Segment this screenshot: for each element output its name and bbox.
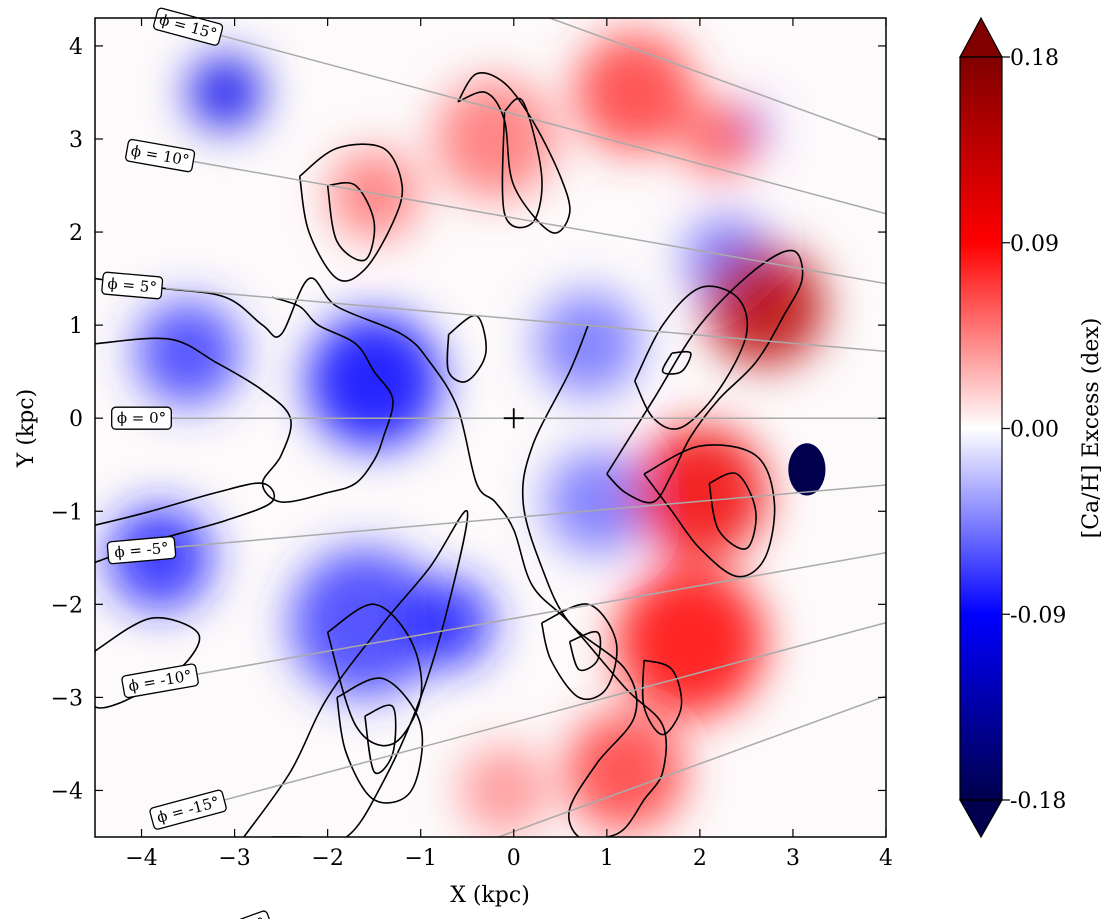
azimuth-line (182, 552, 886, 678)
y-tick-label: −3 (51, 686, 83, 711)
azimuth-line (165, 287, 886, 353)
x-tick-label: 3 (786, 846, 800, 871)
y-tick-label: 4 (69, 35, 83, 60)
colorbar-ticks: 0.18 0.09 0.00 -0.09 -0.18 (1002, 46, 1066, 814)
azimuth-label-box (149, 789, 227, 830)
plot-frame (94, 17, 887, 838)
excess-blob (188, 55, 263, 130)
excess-field-blur (108, 32, 825, 836)
x-tick-label: 2 (693, 846, 707, 871)
sun-marker-cross (503, 408, 524, 429)
excess-blob (705, 246, 825, 367)
excess-blob (136, 300, 241, 406)
azimuth-label-box (111, 406, 172, 430)
excess-blob (459, 745, 550, 836)
x-tick-label: 1 (600, 846, 614, 871)
x-tick-label: −3 (218, 846, 250, 871)
azimuth-label: ϕ = 5° (101, 271, 164, 300)
excess-blob (290, 548, 440, 698)
azimuth-label: ϕ = 0° (111, 406, 172, 430)
colorbar-tick-label: 0.09 (1010, 232, 1059, 257)
y-tick-label: 1 (69, 314, 83, 339)
azimuth-label: ϕ = -20° (196, 910, 274, 919)
excess-blob (681, 101, 756, 177)
azimuth-label-box (121, 663, 199, 699)
y-tick-label: 2 (69, 221, 83, 246)
azimuth-label-text: ϕ = 5° (107, 274, 158, 296)
density-contour (641, 659, 683, 736)
excess-blob (616, 567, 765, 716)
density-contour (364, 704, 397, 775)
y-axis-label: Y (kpc) (14, 389, 39, 468)
azimuth-lines (160, 18, 886, 837)
colorbar-tick-label: 0.18 (1010, 46, 1059, 71)
x-axis-label: X (kpc) (450, 883, 530, 908)
y-tick-label: −1 (51, 500, 83, 525)
density-contour (326, 181, 376, 262)
plot-area: ϕ = 20°ϕ = 15°ϕ = 10°ϕ = 5°ϕ = 0°ϕ = -5°… (51, 7, 893, 919)
density-contour (643, 444, 776, 578)
colorbar-tick-label: 0.00 (1010, 418, 1059, 443)
excess-blob (545, 449, 650, 555)
azimuth-line (210, 32, 886, 215)
excess-blob (307, 314, 442, 448)
axis-ticks: −4 −3 −2 −1 0 1 2 3 4 −4 −3 −2 −1 0 1 2 3 4 (51, 18, 893, 871)
density-contour (457, 72, 571, 234)
y-tick-label: 0 (69, 407, 83, 432)
density-contour (95, 296, 394, 503)
excess-field (108, 32, 826, 836)
density-contour (501, 97, 543, 229)
colorbar: 0.18 0.09 0.00 -0.09 -0.18 [Ca/H] Excess (de… (958, 16, 1104, 839)
density-contours (95, 72, 804, 837)
x-tick-label: 0 (507, 846, 521, 871)
azimuth-label: ϕ = -5° (106, 535, 177, 565)
colorbar-tick-label: -0.18 (1010, 789, 1066, 814)
density-contour (606, 249, 804, 504)
colorbar-tick-label: -0.09 (1010, 603, 1066, 628)
colorbar-gradient (960, 57, 1002, 800)
azimuth-label-text: ϕ = -20° (201, 914, 267, 919)
density-contour (633, 285, 749, 430)
azimuth-line (210, 621, 886, 805)
y-tick-label: 3 (69, 128, 83, 153)
azimuth-label-box (106, 535, 177, 565)
density-contour (95, 277, 668, 837)
excess-blob (575, 32, 695, 153)
density-contour (298, 143, 404, 282)
sun-marker (503, 408, 524, 429)
azimuth-label-text: ϕ = 0° (117, 409, 166, 427)
azimuth-label-text: ϕ = -5° (114, 539, 170, 562)
x-tick-label: −1 (404, 846, 436, 871)
density-contour (568, 630, 602, 672)
excess-blob (632, 425, 767, 560)
x-tick-label: −2 (311, 846, 343, 871)
excess-blob (403, 578, 494, 668)
excess-blob (565, 712, 686, 832)
colorbar-extend-low (958, 799, 1004, 839)
excess-blob (788, 443, 826, 496)
density-contour (540, 603, 618, 701)
azimuth-label-box (101, 271, 164, 300)
y-tick-label: −4 (51, 779, 83, 804)
y-tick-label: −2 (51, 593, 83, 618)
density-contour (336, 677, 424, 804)
density-contour (661, 350, 692, 375)
colorbar-extend-high (958, 16, 1004, 58)
colorbar-label: [Ca/H] Excess (dex) (1079, 318, 1104, 539)
azimuth-line (165, 484, 886, 549)
azimuth-line (182, 158, 886, 285)
density-contour (708, 472, 757, 550)
excess-blob (329, 150, 419, 240)
x-tick-label: −4 (125, 846, 157, 871)
excess-blob (536, 291, 641, 396)
azimuth-label-box (125, 138, 196, 173)
x-tick-label: 4 (879, 846, 893, 871)
